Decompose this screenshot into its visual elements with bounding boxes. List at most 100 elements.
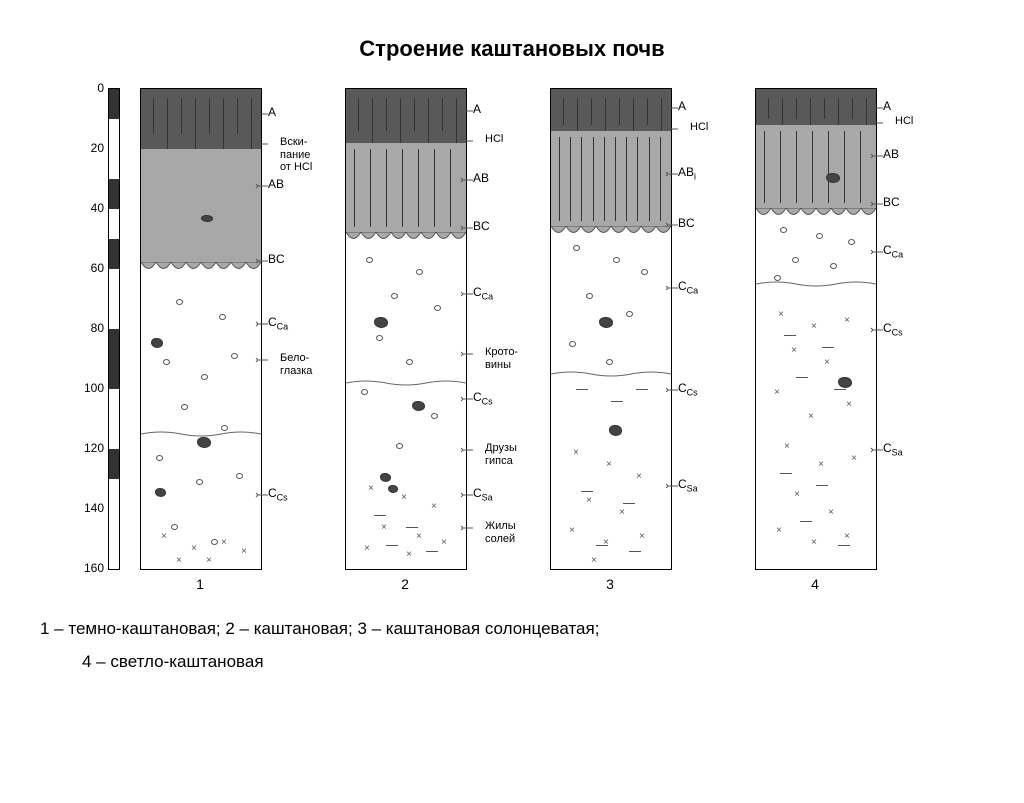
crack-icon	[563, 98, 564, 125]
horizon-line	[346, 379, 466, 387]
beloglazka-icon	[221, 425, 228, 431]
beloglazka-icon	[613, 257, 620, 263]
gypsum-icon: ×	[586, 497, 592, 507]
layer-mid	[756, 125, 876, 209]
leader-arrow-icon	[871, 102, 911, 114]
gypsum-icon: ×	[811, 539, 817, 549]
krotovina-icon	[609, 425, 622, 436]
leader-arrow-icon	[666, 123, 706, 135]
beloglazka-icon	[830, 263, 837, 269]
gypsum-icon: ×	[176, 557, 182, 567]
profile-number: 3	[550, 576, 670, 592]
soil-profile-3: ×××××××××	[550, 88, 672, 570]
salt-vein-icon	[374, 515, 386, 516]
crack-icon	[782, 98, 783, 125]
gypsum-icon: ×	[851, 455, 857, 465]
soil-profile-2: ××××××××	[345, 88, 467, 570]
krotovina-icon	[197, 437, 211, 448]
gypsum-icon: ×	[824, 359, 830, 369]
krotovina-icon	[412, 401, 425, 411]
crack-icon	[354, 149, 355, 227]
crack-icon	[824, 98, 825, 119]
leader-arrow-icon	[666, 384, 706, 396]
salt-vein-icon	[636, 389, 648, 390]
gypsum-icon: ×	[828, 509, 834, 519]
gypsum-icon: ×	[844, 317, 850, 327]
wavy-boundary	[756, 208, 876, 224]
salt-vein-icon	[838, 545, 850, 546]
gypsum-icon: ×	[808, 413, 814, 423]
gypsum-icon: ×	[364, 545, 370, 555]
leader-arrow-icon	[256, 108, 296, 120]
beloglazka-icon	[171, 524, 178, 530]
crack-icon	[633, 98, 634, 131]
scale-dark-seg	[109, 89, 119, 119]
beloglazka-icon	[416, 269, 423, 275]
krotovina-icon	[599, 317, 613, 328]
beloglazka-icon	[163, 359, 170, 365]
gypsum-icon: ×	[619, 509, 625, 519]
gypsum-icon: ×	[606, 461, 612, 471]
scale-tick: 100	[76, 381, 104, 395]
crack-icon	[860, 131, 861, 203]
scale-dark-seg	[109, 179, 119, 209]
beloglazka-icon	[569, 341, 576, 347]
profiles-row: ××××××AВски-паниеот HClABBCCCaБело-глазк…	[140, 88, 950, 593]
beloglazka-icon	[181, 404, 188, 410]
crack-icon	[812, 131, 813, 203]
crack-icon	[844, 131, 845, 203]
scale-tick: 0	[76, 81, 104, 95]
crack-icon	[402, 149, 403, 227]
beloglazka-icon	[376, 335, 383, 341]
layer-dark	[141, 89, 261, 149]
krotovina-icon	[826, 173, 840, 183]
salt-vein-icon	[629, 551, 641, 552]
gypsum-icon: ×	[784, 443, 790, 453]
page-title: Строение каштановых почв	[0, 36, 1024, 62]
leader-arrow-icon	[256, 354, 296, 366]
scale-tick: 140	[76, 501, 104, 515]
beloglazka-icon	[434, 305, 441, 311]
gypsum-icon: ×	[639, 533, 645, 543]
gypsum-icon: ×	[573, 449, 579, 459]
crack-icon	[428, 98, 429, 143]
crack-icon	[764, 131, 765, 203]
crack-icon	[358, 98, 359, 131]
salt-vein-icon	[426, 551, 438, 552]
crack-icon	[637, 137, 638, 221]
gypsum-icon: ×	[569, 527, 575, 537]
crack-icon	[181, 98, 182, 134]
salt-vein-icon	[834, 389, 846, 390]
salt-vein-icon	[386, 545, 398, 546]
crack-icon	[626, 137, 627, 221]
leader-arrow-icon	[666, 282, 706, 294]
wavy-boundary	[346, 232, 466, 248]
crack-icon	[434, 149, 435, 227]
krotovina-icon	[388, 485, 398, 493]
gypsum-icon: ×	[161, 533, 167, 543]
beloglazka-icon	[236, 473, 243, 479]
leader-arrow-icon	[871, 150, 911, 162]
caption-line-1: 1 – темно-каштановая; 2 – каштановая; 3 …	[40, 618, 984, 641]
gypsum-icon: ×	[406, 551, 412, 561]
leader-arrow-icon	[461, 222, 501, 234]
crack-icon	[796, 98, 797, 119]
crack-icon	[370, 149, 371, 227]
beloglazka-icon	[391, 293, 398, 299]
leader-arrow-icon	[256, 255, 296, 267]
krotovina-icon	[201, 215, 213, 222]
horizon-line	[756, 280, 876, 288]
gypsum-icon: ×	[791, 347, 797, 357]
layer-dark	[551, 89, 671, 131]
leader-arrow-icon	[871, 444, 911, 456]
caption-line-2: 4 – светло-каштановая	[82, 651, 984, 674]
crack-icon	[810, 98, 811, 125]
layer-mid	[141, 149, 261, 263]
salt-vein-icon	[796, 377, 808, 378]
crack-icon	[649, 137, 650, 221]
salt-vein-icon	[623, 503, 635, 504]
crack-icon	[251, 98, 252, 149]
crack-icon	[237, 98, 238, 134]
crack-icon	[195, 98, 196, 149]
beloglazka-icon	[792, 257, 799, 263]
